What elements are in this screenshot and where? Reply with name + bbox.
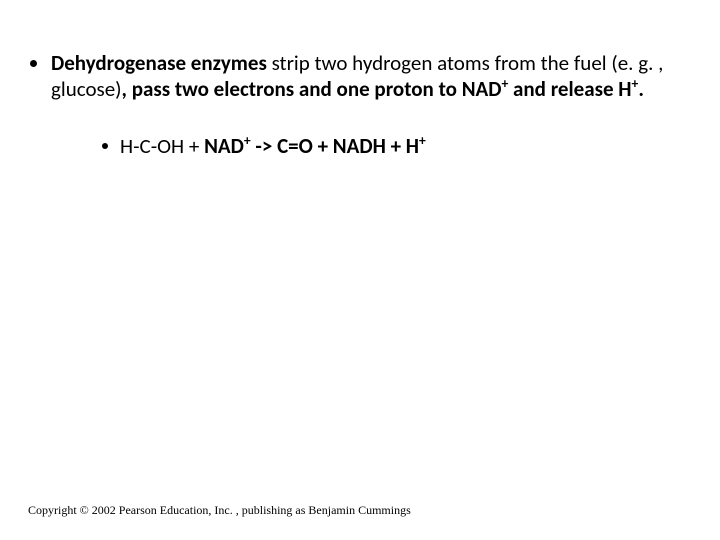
bullet-level-2: H-C-OH + NAD+ -> C=O + NADH + H+ (102, 133, 690, 159)
bullet2-nad-sup: + (244, 132, 251, 149)
bullet-2-text: H-C-OH + NAD+ -> C=O + NADH + H+ (120, 133, 426, 159)
copyright-notice: Copyright © 2002 Pearson Education, Inc.… (28, 503, 411, 518)
bullet-level-1: Dehydrogenase enzymes strip two hydrogen… (30, 50, 690, 103)
bullet2-nad: NAD (204, 133, 244, 159)
bullet1-seg3-post: and release H (508, 76, 631, 102)
bullet1-seg1: Dehydrogenase enzymes (51, 50, 267, 76)
bullet-dot-icon (30, 60, 37, 67)
bullet1-seg3-pre: , pass two electrons and one proton to N… (122, 76, 502, 102)
bullet2-h-sup: + (419, 132, 426, 149)
bullet1-end: . (638, 76, 644, 102)
slide-body: Dehydrogenase enzymes strip two hydrogen… (0, 0, 720, 159)
bullet-1-text: Dehydrogenase enzymes strip two hydrogen… (51, 50, 690, 103)
bullet-dot-icon (102, 143, 108, 149)
bullet2-mid: -> C=O + NADH + H (251, 133, 419, 159)
bullet2-pre: H-C-OH + (120, 133, 204, 159)
